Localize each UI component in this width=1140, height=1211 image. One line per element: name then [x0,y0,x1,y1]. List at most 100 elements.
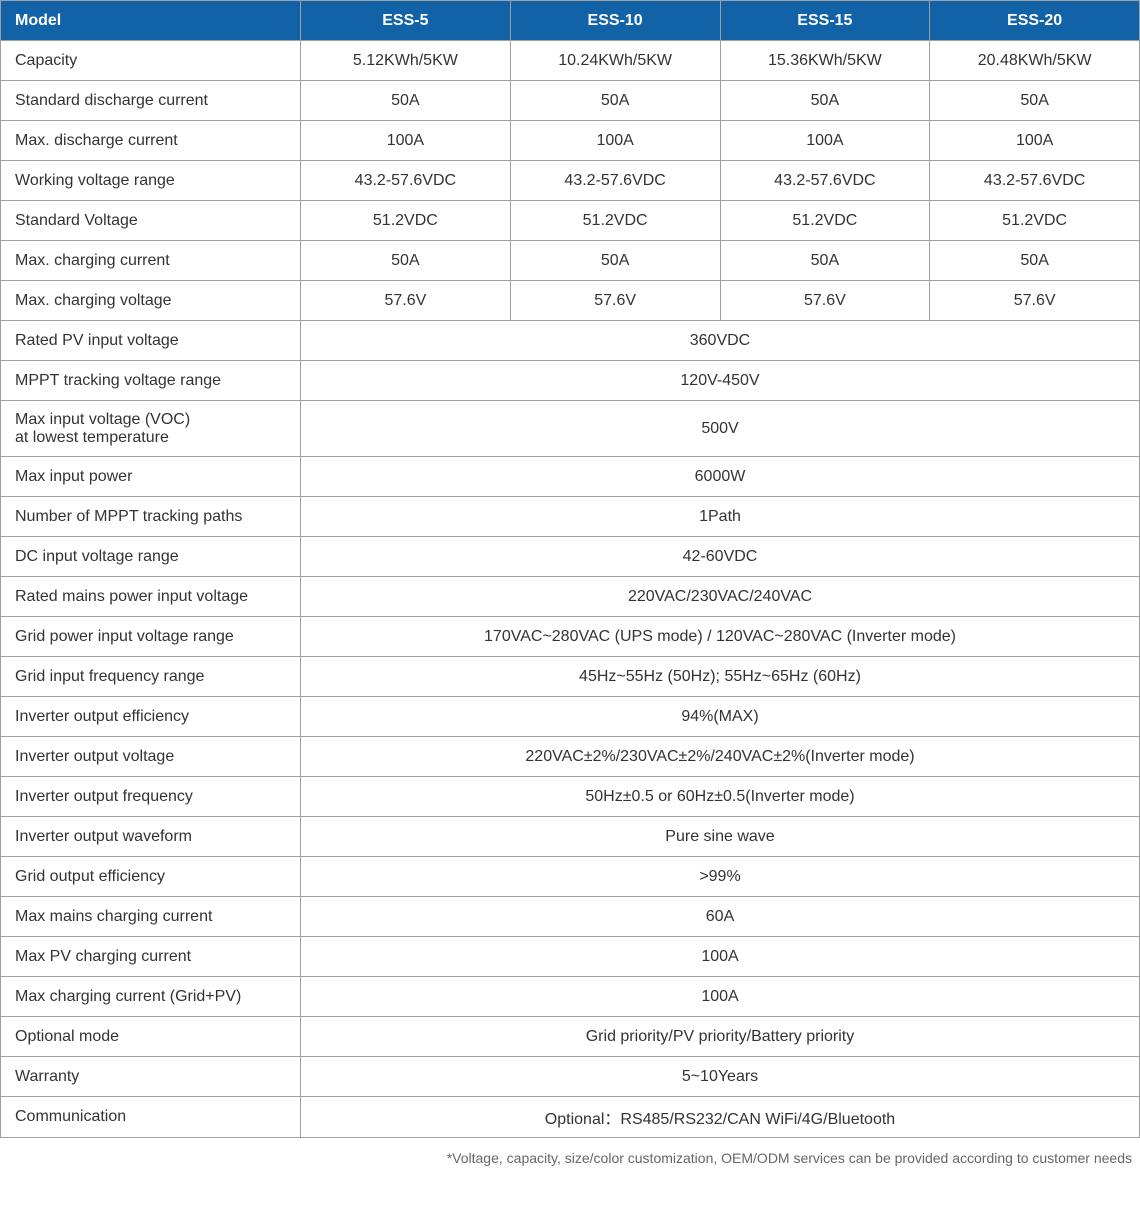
row-label: Grid power input voltage range [1,617,301,657]
row-value: 50A [930,81,1140,121]
row-merged-value: 45Hz~55Hz (50Hz); 55Hz~65Hz (60Hz) [301,657,1140,697]
row-label: Max. discharge current [1,121,301,161]
table-row: Working voltage range43.2-57.6VDC43.2-57… [1,161,1140,201]
row-label: Inverter output voltage [1,737,301,777]
row-value: 100A [930,121,1140,161]
row-label: Max charging current (Grid+PV) [1,977,301,1017]
row-value: 10.24KWh/5KW [510,41,720,81]
table-row: Rated mains power input voltage220VAC/23… [1,577,1140,617]
row-label: Rated PV input voltage [1,321,301,361]
row-label: Optional mode [1,1017,301,1057]
row-label: Grid output efficiency [1,857,301,897]
row-value: 50A [720,241,930,281]
row-value: 50A [510,241,720,281]
row-merged-value: 94%(MAX) [301,697,1140,737]
table-row: Max. charging voltage57.6V57.6V57.6V57.6… [1,281,1140,321]
row-merged-value: Pure sine wave [301,817,1140,857]
row-merged-value: 42-60VDC [301,537,1140,577]
row-label: Grid input frequency range [1,657,301,697]
table-row: CommunicationOptional：RS485/RS232/CAN Wi… [1,1097,1140,1138]
row-label: Inverter output frequency [1,777,301,817]
row-label: Max. charging voltage [1,281,301,321]
table-row: Inverter output frequency50Hz±0.5 or 60H… [1,777,1140,817]
table-row: MPPT tracking voltage range120V-450V [1,361,1140,401]
row-merged-value: 6000W [301,457,1140,497]
row-value: 50A [720,81,930,121]
row-merged-value: 60A [301,897,1140,937]
footnote: *Voltage, capacity, size/color customiza… [0,1138,1140,1174]
row-label: Inverter output efficiency [1,697,301,737]
row-value: 43.2-57.6VDC [510,161,720,201]
row-label: Capacity [1,41,301,81]
row-label: Max PV charging current [1,937,301,977]
col-header-3: ESS-20 [930,1,1140,41]
row-value: 50A [930,241,1140,281]
table-row: Grid output efficiency>99% [1,857,1140,897]
table-row: Max charging current (Grid+PV)100A [1,977,1140,1017]
row-merged-value: 5~10Years [301,1057,1140,1097]
row-label: Max input voltage (VOC)at lowest tempera… [1,401,301,457]
row-value: 15.36KWh/5KW [720,41,930,81]
row-value: 43.2-57.6VDC [720,161,930,201]
table-row: Max input power6000W [1,457,1140,497]
row-value: 50A [301,81,511,121]
row-label: MPPT tracking voltage range [1,361,301,401]
table-row: Max PV charging current100A [1,937,1140,977]
table-row: Optional modeGrid priority/PV priority/B… [1,1017,1140,1057]
col-header-2: ESS-15 [720,1,930,41]
row-label: DC input voltage range [1,537,301,577]
table-row: Warranty5~10Years [1,1057,1140,1097]
row-merged-value: >99% [301,857,1140,897]
row-value: 51.2VDC [510,201,720,241]
row-label: Rated mains power input voltage [1,577,301,617]
row-value: 100A [301,121,511,161]
row-merged-value: 360VDC [301,321,1140,361]
row-value: 51.2VDC [301,201,511,241]
row-value: 43.2-57.6VDC [930,161,1140,201]
row-label: Max. charging current [1,241,301,281]
model-header: Model [1,1,301,41]
row-value: 5.12KWh/5KW [301,41,511,81]
row-merged-value: 220VAC±2%/230VAC±2%/240VAC±2%(Inverter m… [301,737,1140,777]
row-merged-value: 500V [301,401,1140,457]
row-merged-value: 170VAC~280VAC (UPS mode) / 120VAC~280VAC… [301,617,1140,657]
table-row: Inverter output voltage220VAC±2%/230VAC±… [1,737,1140,777]
table-row: Max. discharge current100A100A100A100A [1,121,1140,161]
row-merged-value: 50Hz±0.5 or 60Hz±0.5(Inverter mode) [301,777,1140,817]
row-value: 100A [720,121,930,161]
row-label: Warranty [1,1057,301,1097]
table-row: DC input voltage range42-60VDC [1,537,1140,577]
table-row: Inverter output efficiency94%(MAX) [1,697,1140,737]
table-row: Max input voltage (VOC)at lowest tempera… [1,401,1140,457]
row-value: 20.48KWh/5KW [930,41,1140,81]
row-value: 57.6V [930,281,1140,321]
table-row: Grid power input voltage range170VAC~280… [1,617,1140,657]
row-label: Standard discharge current [1,81,301,121]
row-merged-value: Optional：RS485/RS232/CAN WiFi/4G/Bluetoo… [301,1097,1140,1138]
row-merged-value: 100A [301,977,1140,1017]
row-label: Number of MPPT tracking paths [1,497,301,537]
row-label: Communication [1,1097,301,1138]
header-row: Model ESS-5 ESS-10 ESS-15 ESS-20 [1,1,1140,41]
table-row: Rated PV input voltage360VDC [1,321,1140,361]
row-value: 51.2VDC [720,201,930,241]
row-label: Inverter output waveform [1,817,301,857]
row-label: Max mains charging current [1,897,301,937]
col-header-1: ESS-10 [510,1,720,41]
table-row: Standard Voltage51.2VDC51.2VDC51.2VDC51.… [1,201,1140,241]
row-label: Working voltage range [1,161,301,201]
row-merged-value: 1Path [301,497,1140,537]
table-row: Max mains charging current60A [1,897,1140,937]
row-merged-value: 120V-450V [301,361,1140,401]
table-row: Max. charging current50A50A50A50A [1,241,1140,281]
col-header-0: ESS-5 [301,1,511,41]
row-value: 50A [301,241,511,281]
row-value: 50A [510,81,720,121]
table-row: Standard discharge current50A50A50A50A [1,81,1140,121]
row-value: 57.6V [720,281,930,321]
row-value: 51.2VDC [930,201,1140,241]
row-merged-value: 100A [301,937,1140,977]
row-value: 57.6V [510,281,720,321]
table-row: Capacity5.12KWh/5KW10.24KWh/5KW15.36KWh/… [1,41,1140,81]
row-label: Max input power [1,457,301,497]
